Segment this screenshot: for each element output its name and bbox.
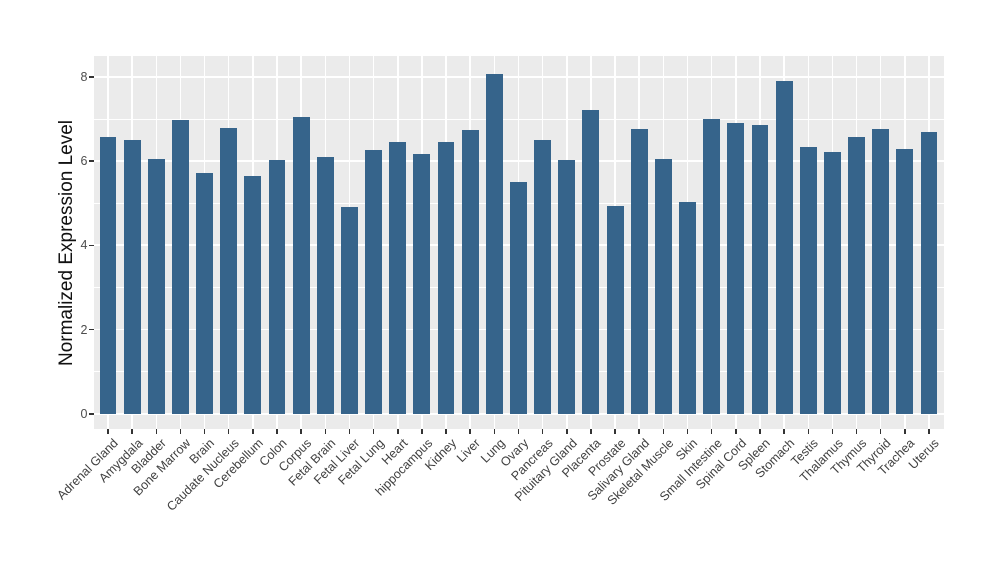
y-tick-mark [89,413,94,415]
bar-lung [485,73,503,414]
x-tick-mark [469,429,471,434]
bar-hippocampus [413,153,431,414]
x-tick-mark [227,429,230,434]
bar-uterus [920,131,938,414]
x-tick-mark [397,429,399,434]
y-tick-mark [89,76,94,78]
bar-fetal-brain [316,157,334,414]
x-tick-mark [276,429,278,434]
bar-amygdala [123,139,141,414]
bar-brain [196,172,214,414]
x-tick-mark [904,429,906,434]
x-tick-mark [855,429,858,434]
bar-bladder [147,158,165,414]
x-tick-mark [421,429,423,434]
x-tick-mark [155,429,158,434]
bar-testis [799,147,817,414]
x-tick-mark [614,429,616,434]
y-tick-label: 6 [80,154,88,169]
x-tick-mark [179,429,182,434]
bar-kidney [437,141,455,414]
y-tick-label: 8 [80,70,88,85]
bar-salivary-gland [630,128,648,414]
bar-skin [679,202,696,414]
bar-trachea [896,149,914,414]
x-tick-mark [590,429,592,434]
x-tick-mark [783,429,785,434]
x-tick-mark [566,429,568,434]
y-tick-label: 4 [80,238,88,253]
bar-small-intestine [703,119,721,414]
x-tick-mark [493,429,496,434]
x-tick-mark [541,429,544,434]
bar-thalamus [823,152,841,414]
bar-bone-marrow [171,119,189,414]
bar-heart [389,142,407,414]
bar-cerebellum [244,175,262,414]
bar-adrenal-gland [99,136,117,414]
x-tick-mark [710,429,713,434]
bar-corpus [292,116,310,414]
bar-thymus [848,137,865,414]
x-tick-mark [348,429,351,434]
x-tick-mark [759,429,761,434]
bar-pituitary-gland [558,159,576,414]
x-tick-mark [831,429,834,434]
x-tick-mark [300,429,302,434]
bar-colon [268,160,286,414]
bar-pancreas [534,139,552,414]
x-tick-mark [324,429,327,434]
y-tick-label: 0 [80,406,88,421]
x-tick-mark [879,429,882,434]
bar-caudate-nucleus [220,127,238,414]
bar-prostate [606,205,624,414]
y-tick-mark [89,328,94,331]
x-tick-label: Liver [454,436,484,466]
x-tick-mark [203,429,206,434]
x-tick-mark [517,429,520,434]
x-tick-mark [807,429,810,434]
x-tick-mark [735,429,737,434]
bar-skeletal-muscle [654,158,672,414]
x-tick-mark [252,429,254,434]
x-tick-mark [131,429,133,434]
bar-ovary [510,181,527,414]
bar-spinal-cord [727,122,745,414]
bar-fetal-liver [341,206,358,414]
x-tick-mark [372,429,375,434]
bar-thyroid [872,128,890,414]
x-tick-mark [686,429,689,434]
bar-stomach [775,80,793,414]
bar-spleen [751,124,769,414]
bar-liver [461,129,479,414]
x-tick-mark [445,429,447,434]
x-tick-mark [928,429,930,434]
bar-placenta [582,109,600,414]
x-tick-mark [638,429,640,434]
y-tick-label: 2 [80,322,88,337]
y-tick-mark [89,244,94,247]
y-tick-mark [89,160,94,162]
x-tick-mark [107,429,109,434]
x-tick-mark [662,429,665,434]
bar-fetal-lung [365,149,383,414]
